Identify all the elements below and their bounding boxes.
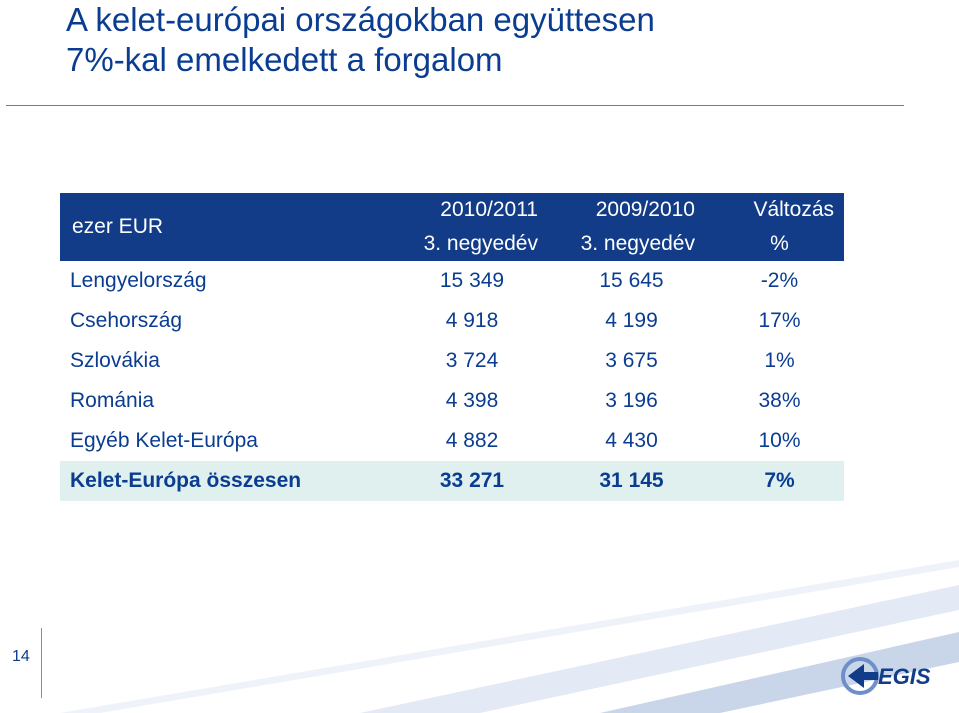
logo-arrow-icon — [848, 664, 878, 688]
total-previous-cell: 31 145 — [548, 461, 715, 501]
table-header-row: ezer EUR 2010/2011 3. negyedév 2009/2010… — [60, 193, 844, 261]
total-row: Kelet-Európa összesen 33 271 31 145 7% — [60, 461, 844, 501]
header-previous-year: 2009/2010 — [595, 198, 695, 221]
current-value-cell: 4 398 — [445, 389, 499, 412]
country-cell: Románia — [70, 389, 155, 412]
slide-title: A kelet-európai országokban együttesen 7… — [66, 0, 926, 80]
previous-value-cell: 3 675 — [605, 349, 658, 372]
total-label-cell: Kelet-Európa összesen — [60, 461, 396, 501]
table-row: Csehország 4 918 4 199 17% — [60, 301, 844, 341]
header-change-unit: % — [770, 232, 789, 255]
revenue-table: ezer EUR 2010/2011 3. negyedév 2009/2010… — [60, 193, 844, 501]
current-value-cell: 3 724 — [445, 349, 499, 372]
stripe-mid — [600, 632, 959, 713]
header-current-quarter: 3. negyedév — [423, 232, 538, 255]
header-current-year: 2010/2011 — [440, 198, 538, 221]
country-cell: Lengyelország — [70, 269, 207, 292]
egis-logo: EGIS — [841, 657, 931, 695]
logo-text: EGIS — [878, 664, 931, 689]
slide-title-line-2: 7%-kal emelkedett a forgalom — [66, 41, 503, 78]
current-value-cell: 15 349 — [439, 269, 505, 292]
header-change-label: Változás — [753, 198, 834, 221]
total-current-cell: 33 271 — [396, 461, 548, 501]
current-value-cell: 4 918 — [445, 309, 499, 332]
current-value-cell: 4 882 — [445, 429, 499, 452]
header-change: Változás % — [715, 193, 844, 261]
stripe-faint — [60, 560, 959, 713]
table-row: Lengyelország 15 349 15 645 -2% — [60, 261, 844, 301]
previous-value-cell: 4 430 — [605, 429, 658, 452]
page-number-divider — [41, 628, 42, 698]
change-cell: 1% — [764, 349, 795, 372]
previous-value-cell: 4 199 — [605, 309, 658, 332]
change-cell: 10% — [758, 429, 801, 452]
change-cell: 38% — [758, 389, 801, 412]
total-change-cell: 7% — [715, 461, 844, 501]
table-row: Szlovákia 3 724 3 675 1% — [60, 341, 844, 381]
change-cell: 17% — [758, 309, 801, 332]
country-cell: Szlovákia — [70, 349, 160, 372]
change-cell: -2% — [760, 269, 799, 292]
table-row: Románia 4 398 3 196 38% — [60, 381, 844, 421]
country-cell: Egyéb Kelet-Európa — [70, 429, 258, 452]
header-previous-period: 2009/2010 3. negyedév — [548, 193, 715, 261]
title-divider — [6, 105, 904, 106]
previous-value-cell: 3 196 — [605, 389, 658, 412]
stripe-light — [360, 585, 959, 713]
page-number: 14 — [12, 648, 30, 665]
previous-value-cell: 15 645 — [599, 269, 664, 292]
country-cell: Csehország — [70, 309, 183, 332]
header-current-period: 2010/2011 3. negyedév — [396, 193, 548, 261]
slide-title-line-1: A kelet-európai országokban együttesen — [66, 1, 655, 38]
header-previous-quarter: 3. negyedév — [580, 232, 695, 255]
unit-header: ezer EUR — [60, 193, 396, 261]
table-row: Egyéb Kelet-Európa 4 882 4 430 10% — [60, 421, 844, 461]
